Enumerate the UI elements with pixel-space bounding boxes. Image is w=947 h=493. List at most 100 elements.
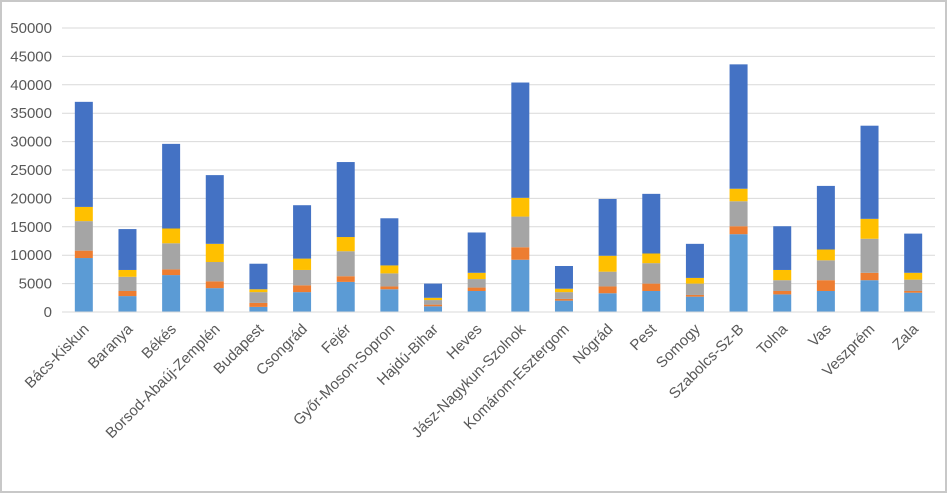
bar-segment: [598, 286, 617, 294]
bar-segment: [904, 272, 923, 280]
bar-segment: [860, 238, 879, 273]
bar-segment: [467, 287, 486, 291]
bar-segment: [642, 253, 661, 264]
bar-segment: [816, 185, 835, 250]
bar-segment: [598, 293, 617, 312]
bar-segment: [380, 218, 399, 266]
bar-segment: [424, 283, 443, 298]
bar-segment: [773, 280, 792, 291]
bar-segment: [904, 233, 923, 273]
bar-segment: [554, 265, 573, 289]
bar-segment: [598, 198, 617, 256]
bar-segment: [642, 290, 661, 312]
bar-segment: [380, 273, 399, 287]
bar-segment: [554, 298, 573, 301]
y-tick-label: 10000: [10, 247, 52, 264]
bar-segment: [336, 251, 355, 277]
y-tick-label: 0: [44, 304, 52, 321]
bar-segment: [685, 294, 704, 297]
bar-segment: [74, 250, 93, 259]
bar-segment: [467, 272, 486, 280]
bar-segment: [642, 283, 661, 291]
bars: [74, 64, 923, 312]
y-axis-ticks: 0 5000 10000 15000 20000 25000 30000 35000 40000…: [10, 20, 52, 321]
bar-segment: [860, 280, 879, 312]
bar-segment: [424, 306, 443, 312]
bar-segment: [816, 249, 835, 261]
bar-segment: [642, 193, 661, 254]
bar-segment: [816, 290, 835, 312]
x-tick-label: Békés: [138, 321, 180, 363]
bar-segment: [511, 82, 530, 198]
bar-segment: [554, 300, 573, 312]
y-tick-label: 20000: [10, 190, 52, 207]
bar-segment: [205, 288, 224, 312]
bar-segment: [904, 292, 923, 312]
bar-segment: [293, 292, 312, 312]
bar-segment: [205, 175, 224, 244]
bar-segment: [598, 255, 617, 272]
bar-segment: [205, 262, 224, 282]
bar-segment: [205, 243, 224, 263]
bar-segment: [118, 269, 137, 277]
y-tick-label: 40000: [10, 77, 52, 94]
bar-segment: [729, 201, 748, 227]
bar-segment: [74, 258, 93, 312]
bar-segment: [685, 277, 704, 284]
bar-segment: [511, 197, 530, 217]
bar-segment: [424, 297, 443, 301]
bar-segment: [162, 243, 181, 270]
bar-segment: [554, 288, 573, 293]
y-tick-label: 45000: [10, 48, 52, 65]
bar-segment: [118, 229, 137, 270]
bar-segment: [336, 162, 355, 238]
bar-segment: [74, 221, 93, 251]
bar-segment: [380, 289, 399, 312]
bar-segment: [118, 296, 137, 312]
bar-segment: [729, 64, 748, 189]
bar-segment: [511, 259, 530, 312]
bar-segment: [773, 290, 792, 295]
bar-segment: [293, 285, 312, 293]
bar-segment: [336, 276, 355, 282]
bar-segment: [424, 300, 443, 305]
bar-segment: [685, 243, 704, 278]
y-tick-label: 30000: [10, 134, 52, 151]
x-tick-label: Zala: [889, 320, 922, 353]
bar-segment: [773, 226, 792, 270]
bar-segment: [729, 226, 748, 235]
bar-segment: [642, 263, 661, 284]
y-tick-label: 50000: [10, 20, 52, 37]
bar-segment: [511, 216, 530, 248]
bar-segment: [293, 258, 312, 270]
bar-segment: [685, 283, 704, 295]
bar-segment: [249, 292, 268, 303]
y-tick-label: 25000: [10, 162, 52, 179]
bar-segment: [293, 205, 312, 259]
bar-segment: [685, 296, 704, 312]
bar-segment: [336, 237, 355, 252]
bar-segment: [424, 304, 443, 307]
x-tick-label: Bács-Kiskun: [22, 321, 93, 392]
bar-segment: [729, 234, 748, 312]
bar-segment: [162, 143, 181, 229]
bar-segment: [118, 276, 137, 291]
bar-segment: [74, 101, 93, 207]
bar-segment: [380, 286, 399, 290]
bar-segment: [467, 232, 486, 273]
bar-segment: [860, 272, 879, 281]
x-tick-label: Pest: [627, 320, 661, 354]
bar-segment: [467, 279, 486, 288]
bar-segment: [904, 290, 923, 293]
x-tick-label: Nógrád: [570, 321, 617, 368]
bar-segment: [904, 279, 923, 291]
gridlines: [62, 27, 935, 313]
bar-segment: [336, 281, 355, 312]
bar-segment: [554, 292, 573, 299]
bar-segment: [816, 280, 835, 291]
bar-segment: [162, 275, 181, 312]
bar-segment: [773, 269, 792, 281]
x-tick-label: Baranya: [85, 320, 137, 372]
x-tick-label: Szabolcs-Sz-B: [666, 321, 748, 403]
